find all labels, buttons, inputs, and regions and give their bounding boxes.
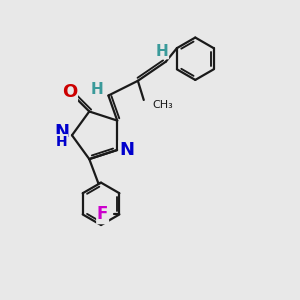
Text: O: O (62, 83, 77, 101)
Text: CH₃: CH₃ (152, 100, 173, 110)
Text: N: N (54, 123, 69, 141)
Text: F: F (97, 206, 108, 224)
Text: H: H (56, 135, 68, 149)
Text: H: H (156, 44, 169, 59)
Text: N: N (119, 141, 134, 159)
Text: H: H (91, 82, 103, 97)
